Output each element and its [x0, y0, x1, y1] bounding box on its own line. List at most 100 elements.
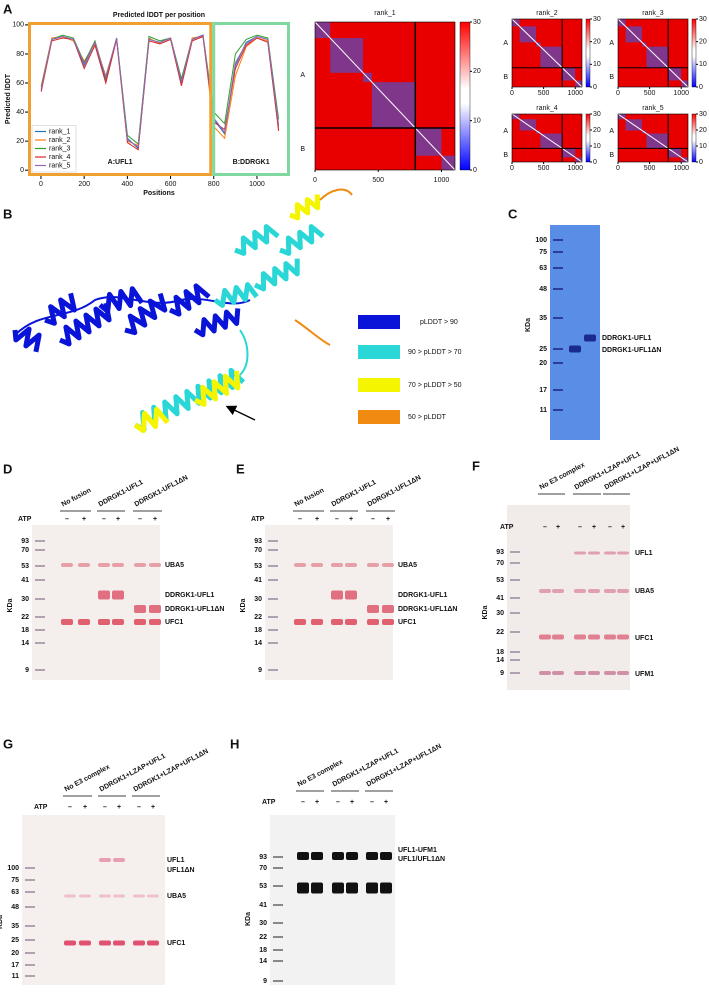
gel-band	[588, 634, 600, 640]
gel	[265, 525, 393, 680]
marker-label: 53	[254, 563, 262, 570]
ladder-band	[35, 579, 45, 581]
chain-label: A	[609, 40, 614, 47]
gel	[550, 225, 600, 440]
ladder-band	[25, 925, 35, 927]
chain-label: A	[503, 40, 508, 47]
marker-label: 48	[11, 904, 19, 911]
marker-label: 30	[496, 610, 504, 617]
marker-label: 93	[254, 538, 262, 545]
lane-sign: –	[335, 516, 339, 523]
ladder-band	[273, 949, 283, 951]
marker-label: 18	[21, 627, 29, 634]
gel-band	[294, 563, 306, 567]
gel-band	[64, 894, 76, 898]
band-label: UFL1/UFL1ΔN	[398, 856, 445, 863]
gel-band	[345, 590, 357, 600]
gel-band	[113, 940, 125, 946]
x-tick-label: 600	[165, 181, 177, 188]
lane-sign: +	[621, 524, 625, 531]
gel	[22, 815, 165, 985]
helix	[59, 302, 112, 347]
marker-label: 30	[254, 596, 262, 603]
chain-label: B	[609, 74, 614, 81]
band-label: DDRGK1-UFL1ΔN	[398, 606, 457, 613]
ladder-band	[35, 669, 45, 671]
gel-band	[134, 563, 146, 567]
heatmap-title: rank_3	[642, 10, 664, 17]
gel-band	[331, 590, 343, 600]
lane-sign: –	[608, 524, 612, 531]
helix	[279, 224, 325, 256]
marker-label: 48	[539, 286, 547, 293]
colorbar-tick-label: 30	[473, 19, 481, 26]
marker-label: 11	[12, 973, 20, 980]
gel-band	[552, 589, 564, 593]
chart-title: Predicted lDDT per position	[113, 12, 205, 19]
helix	[124, 292, 168, 336]
x-tick-label: 0	[616, 90, 620, 97]
marker-label: 70	[254, 547, 262, 554]
band-label: UFL1	[635, 550, 653, 557]
ladder-band	[35, 598, 45, 600]
y-tick-label: 100	[12, 22, 24, 29]
gel-band	[380, 882, 392, 894]
band-label: DDRGK1-UFL1ΔN	[602, 347, 661, 354]
gel-band	[367, 605, 379, 613]
band-label: UBA5	[635, 588, 654, 595]
legend-label: rank_4	[49, 154, 71, 161]
marker-label: 20	[539, 360, 547, 367]
band-label: DDRGK1-UFL1	[398, 592, 447, 599]
panel-letter: G	[3, 736, 13, 751]
band-label: UFM1	[635, 671, 654, 678]
lane-sign: +	[116, 516, 120, 523]
colorbar-tick-label: 0	[473, 167, 477, 174]
condition-label: No fusion	[294, 487, 326, 508]
colorbar-tick-label: 10	[473, 118, 481, 125]
gel-band	[574, 634, 586, 640]
ladder-band	[25, 939, 35, 941]
gel	[507, 505, 630, 690]
marker-label: 9	[258, 667, 262, 674]
marker-label: 30	[21, 596, 29, 603]
gel-band	[617, 671, 629, 675]
ladder-band	[510, 631, 520, 633]
gel-band	[99, 894, 111, 898]
ladder-band	[25, 867, 35, 869]
y-tick-label: 60	[16, 80, 24, 87]
lane-sign: +	[556, 524, 560, 531]
heatmap-frame	[511, 113, 583, 163]
ladder-band	[268, 549, 278, 551]
line-series	[40, 35, 280, 151]
ladder-band	[510, 597, 520, 599]
colorbar-tick-label: 20	[699, 127, 707, 134]
gel-band	[64, 940, 76, 946]
marker-label: 25	[539, 346, 547, 353]
marker-label: 30	[259, 920, 267, 927]
marker-label: 93	[259, 854, 267, 861]
line-series	[40, 34, 280, 148]
legend-label: rank_3	[49, 145, 71, 152]
ladder-band	[273, 856, 283, 858]
lane-sign: –	[68, 804, 72, 811]
ladder-band	[553, 239, 563, 241]
lane-sign: +	[349, 516, 353, 523]
chain-label: A	[300, 72, 305, 79]
legend-label: rank_2	[49, 137, 71, 144]
gel-band	[98, 590, 110, 600]
marker-label: 14	[21, 640, 29, 647]
marker-label: 100	[535, 237, 547, 244]
atp-label: ATP	[251, 516, 265, 523]
ladder-band	[510, 672, 520, 674]
colorbar	[585, 113, 591, 163]
gel-band	[366, 882, 378, 894]
marker-label: 63	[11, 889, 19, 896]
heatmap-title: rank_1	[374, 10, 396, 17]
gel-band	[79, 940, 91, 946]
gel-band	[149, 563, 161, 567]
gel-band	[604, 671, 616, 675]
legend-label: 50 > pLDDT	[408, 414, 447, 421]
band-label: UFC1	[635, 635, 653, 642]
ladder-band	[25, 952, 35, 954]
